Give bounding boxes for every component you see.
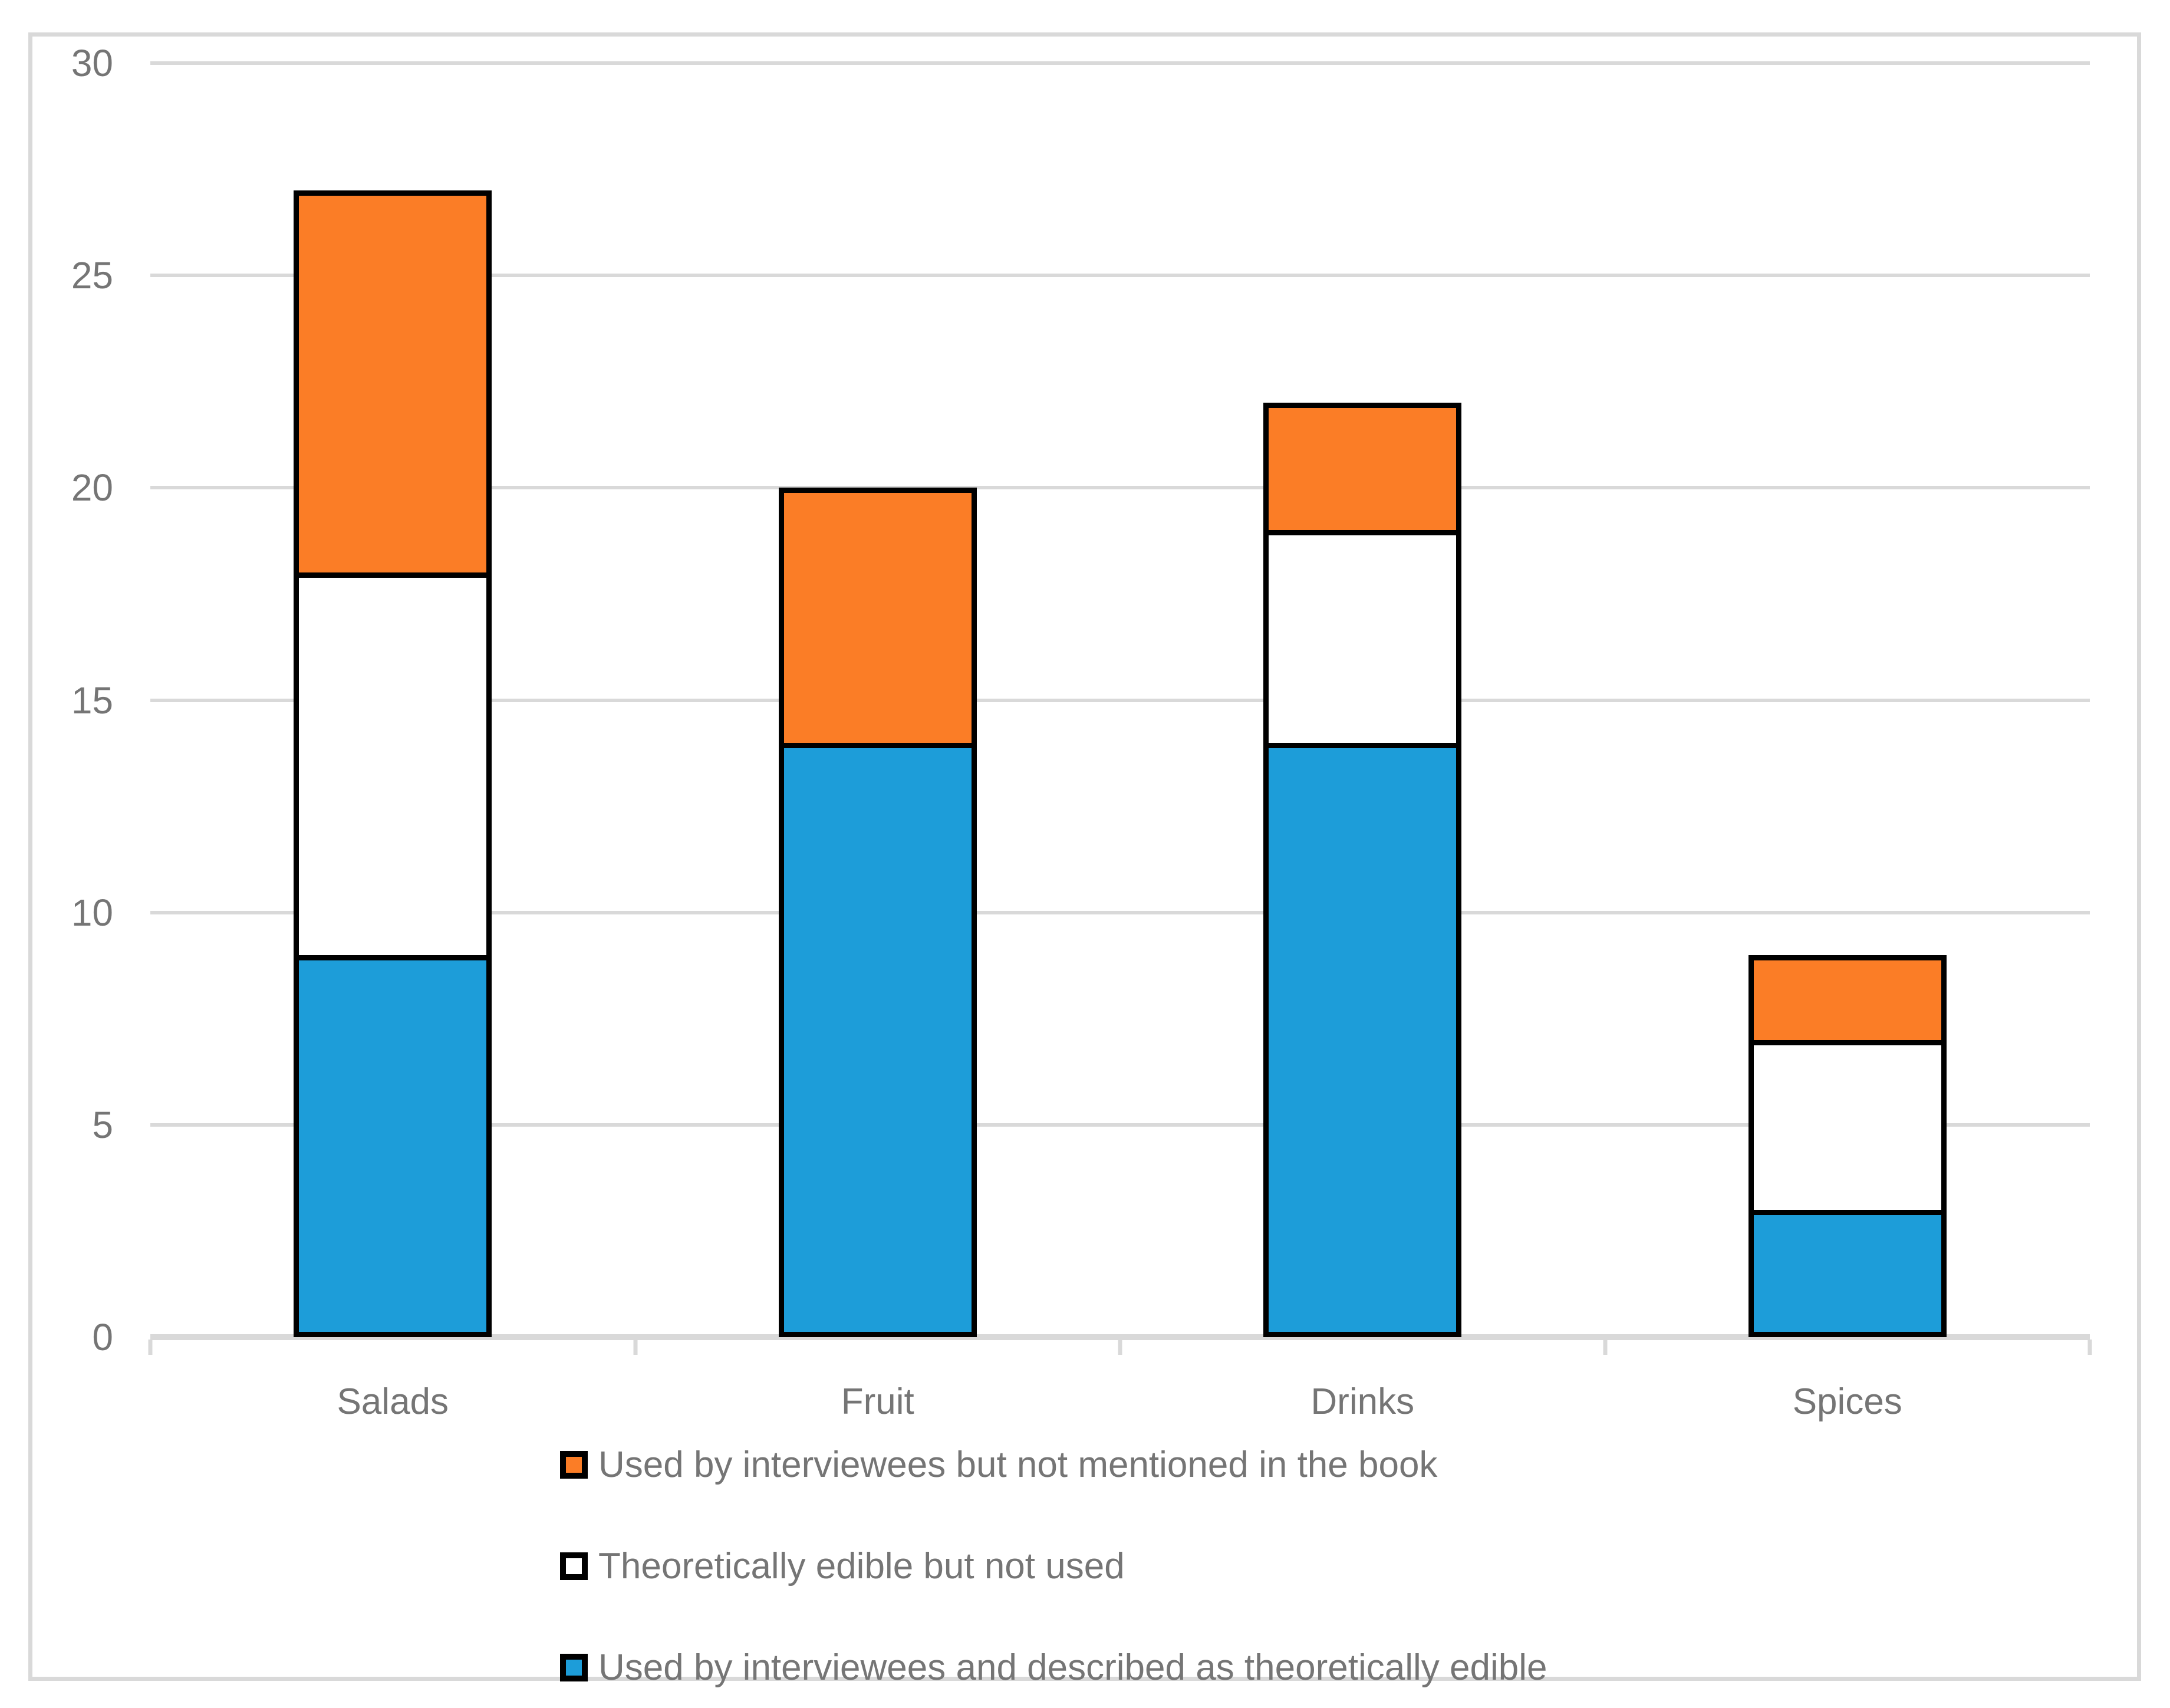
x-axis-tick [633, 1340, 637, 1355]
bar-segment [1748, 1039, 1947, 1210]
gridline [150, 274, 2090, 278]
y-tick-label: 0 [92, 1316, 113, 1358]
bar-segment [294, 572, 492, 955]
bar-spices [1605, 63, 2090, 1337]
bar-fruit [635, 63, 1121, 1337]
y-tick-label: 30 [71, 42, 113, 84]
bar-segment [1263, 530, 1462, 743]
legend-label: Used by interviewees but not mentioned i… [598, 1444, 1438, 1485]
x-axis-tick [1603, 1340, 1607, 1355]
x-category-label: Salads [337, 1381, 449, 1422]
legend-label: Theoretically edible but not used [598, 1546, 1125, 1587]
y-tick-label: 15 [71, 679, 113, 722]
legend-swatch-white-icon [560, 1552, 588, 1581]
x-axis-tick [148, 1340, 153, 1355]
y-tick-label: 25 [71, 254, 113, 297]
x-axis-tick [1118, 1340, 1122, 1355]
bar-segment [1748, 1209, 1947, 1337]
gridline [150, 1123, 2090, 1127]
x-category-label: Spices [1792, 1381, 1902, 1422]
y-tick-label: 10 [71, 891, 113, 934]
legend: Used by interviewees but not mentioned i… [560, 1446, 1547, 1687]
gridline [150, 486, 2090, 490]
legend-swatch-orange-icon [560, 1451, 588, 1479]
bar-segment [1748, 955, 1947, 1040]
x-axis-labels: Salads Fruit Drinks Spices [150, 1384, 2090, 1420]
chart-frame: 0 5 10 15 20 25 30 Salads Fruit Drinks Spices Use… [28, 32, 2141, 1687]
gridline [150, 910, 2090, 914]
legend-swatch-blue-icon [560, 1654, 588, 1682]
gridline [150, 698, 2090, 702]
bar-drinks [1120, 63, 1605, 1337]
bar-segment [778, 742, 977, 1337]
legend-label: Used by interviewees and described as th… [598, 1647, 1547, 1689]
bar-segment [294, 955, 492, 1337]
x-axis-line [150, 1334, 2090, 1340]
legend-item: Theoretically edible but not used [560, 1547, 1547, 1585]
x-category-label: Drinks [1310, 1381, 1415, 1422]
x-axis-tick [2087, 1340, 2092, 1355]
gridline [150, 61, 2090, 65]
bar-segment [778, 488, 977, 743]
y-axis-labels: 0 5 10 15 20 25 30 [24, 44, 124, 1356]
x-category-label: Fruit [841, 1381, 914, 1422]
bar-segment [1263, 403, 1462, 531]
y-tick-label: 5 [92, 1103, 113, 1146]
plot-area: 0 5 10 15 20 25 30 [71, 44, 2092, 1356]
bar-segment [294, 190, 492, 573]
bar-segment [1263, 742, 1462, 1337]
legend-item: Used by interviewees but not mentioned i… [560, 1446, 1547, 1484]
y-tick-label: 20 [71, 466, 113, 509]
bar-salads [150, 63, 635, 1337]
legend-item: Used by interviewees and described as th… [560, 1648, 1547, 1687]
